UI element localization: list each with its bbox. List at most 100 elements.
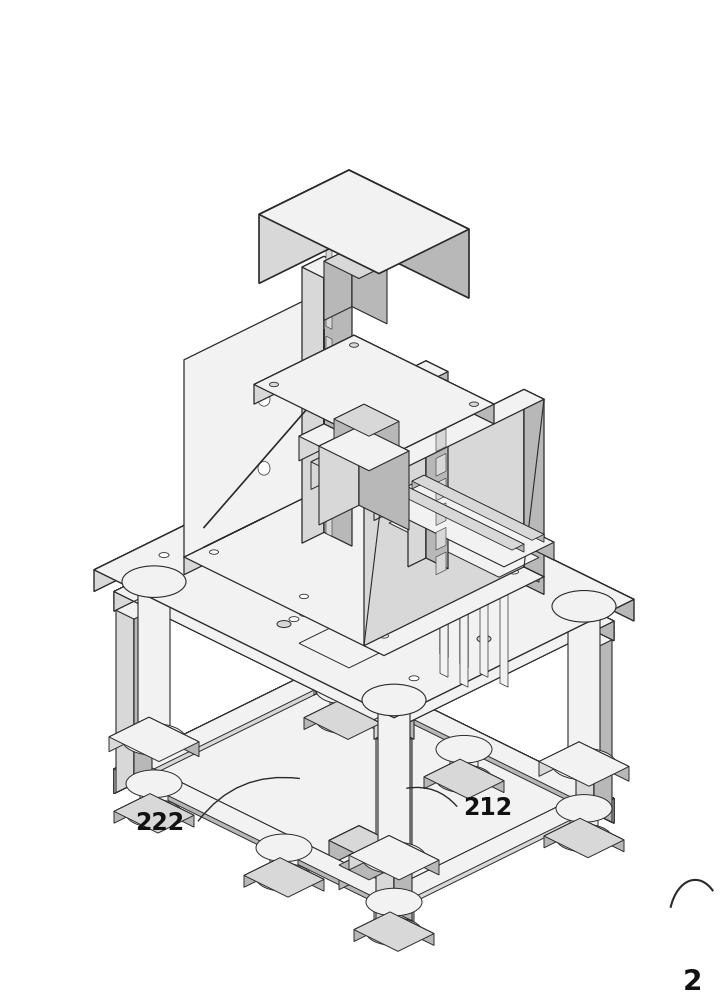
Ellipse shape xyxy=(474,523,490,530)
Polygon shape xyxy=(326,336,332,359)
Polygon shape xyxy=(539,742,579,776)
Polygon shape xyxy=(324,424,354,463)
Polygon shape xyxy=(412,475,424,489)
Polygon shape xyxy=(374,478,554,567)
Polygon shape xyxy=(339,855,359,890)
Polygon shape xyxy=(594,611,614,641)
Polygon shape xyxy=(392,485,404,499)
Polygon shape xyxy=(436,552,446,575)
Polygon shape xyxy=(328,480,360,654)
Polygon shape xyxy=(352,247,387,324)
Polygon shape xyxy=(326,277,332,300)
Ellipse shape xyxy=(258,461,270,475)
Polygon shape xyxy=(404,485,524,552)
Ellipse shape xyxy=(312,472,376,504)
Ellipse shape xyxy=(258,483,274,491)
Polygon shape xyxy=(436,503,446,525)
Polygon shape xyxy=(324,247,352,320)
Polygon shape xyxy=(184,281,344,557)
Ellipse shape xyxy=(430,530,438,535)
Polygon shape xyxy=(334,503,352,694)
Polygon shape xyxy=(94,452,334,592)
Polygon shape xyxy=(114,661,334,794)
Polygon shape xyxy=(436,478,446,501)
Polygon shape xyxy=(326,395,332,418)
Polygon shape xyxy=(378,692,410,866)
Polygon shape xyxy=(334,661,354,695)
Polygon shape xyxy=(334,404,399,436)
Ellipse shape xyxy=(552,591,616,622)
Ellipse shape xyxy=(159,553,169,558)
Ellipse shape xyxy=(256,864,312,891)
Polygon shape xyxy=(134,582,414,739)
Polygon shape xyxy=(436,453,446,476)
Polygon shape xyxy=(134,601,152,793)
Ellipse shape xyxy=(449,528,459,533)
Polygon shape xyxy=(570,802,598,845)
Polygon shape xyxy=(244,858,280,887)
Polygon shape xyxy=(326,454,332,477)
Ellipse shape xyxy=(299,573,309,577)
Polygon shape xyxy=(114,483,334,611)
Polygon shape xyxy=(324,247,387,279)
Ellipse shape xyxy=(510,570,518,574)
Ellipse shape xyxy=(556,795,612,822)
Polygon shape xyxy=(354,335,494,424)
Ellipse shape xyxy=(366,918,422,945)
Polygon shape xyxy=(340,700,384,733)
Text: 222: 222 xyxy=(135,811,185,835)
Ellipse shape xyxy=(269,382,279,387)
Polygon shape xyxy=(184,478,344,575)
Polygon shape xyxy=(330,683,358,727)
Ellipse shape xyxy=(524,547,540,555)
Polygon shape xyxy=(440,555,448,677)
Ellipse shape xyxy=(277,621,291,627)
Ellipse shape xyxy=(362,684,426,716)
Ellipse shape xyxy=(210,550,218,554)
Polygon shape xyxy=(299,481,329,555)
Ellipse shape xyxy=(436,765,492,793)
Ellipse shape xyxy=(436,553,452,561)
Polygon shape xyxy=(314,483,614,631)
Ellipse shape xyxy=(208,508,224,516)
Polygon shape xyxy=(109,717,199,762)
Ellipse shape xyxy=(312,630,376,662)
Polygon shape xyxy=(334,452,634,621)
Polygon shape xyxy=(184,478,544,656)
Polygon shape xyxy=(302,256,324,543)
Polygon shape xyxy=(376,730,394,921)
Polygon shape xyxy=(390,912,434,945)
Polygon shape xyxy=(326,484,332,507)
Polygon shape xyxy=(304,700,384,739)
Polygon shape xyxy=(114,661,354,779)
Polygon shape xyxy=(254,335,494,453)
Polygon shape xyxy=(299,624,389,668)
Polygon shape xyxy=(259,170,469,274)
Polygon shape xyxy=(284,567,319,596)
Polygon shape xyxy=(326,247,332,270)
Ellipse shape xyxy=(316,676,372,704)
Polygon shape xyxy=(480,555,488,677)
Ellipse shape xyxy=(456,543,472,551)
Ellipse shape xyxy=(299,594,309,599)
Ellipse shape xyxy=(477,635,491,642)
Polygon shape xyxy=(329,826,359,865)
Ellipse shape xyxy=(409,676,419,681)
Ellipse shape xyxy=(329,469,339,474)
Polygon shape xyxy=(424,759,504,799)
Polygon shape xyxy=(364,404,399,451)
Polygon shape xyxy=(426,361,448,569)
Polygon shape xyxy=(594,789,614,823)
Polygon shape xyxy=(392,485,524,550)
Polygon shape xyxy=(339,624,389,663)
Ellipse shape xyxy=(258,392,270,406)
Polygon shape xyxy=(138,574,170,747)
Polygon shape xyxy=(114,759,134,794)
Polygon shape xyxy=(326,425,332,448)
Polygon shape xyxy=(436,380,446,402)
Polygon shape xyxy=(134,759,414,922)
Polygon shape xyxy=(576,631,612,649)
Ellipse shape xyxy=(122,566,186,597)
Ellipse shape xyxy=(126,800,182,827)
Polygon shape xyxy=(412,475,544,540)
